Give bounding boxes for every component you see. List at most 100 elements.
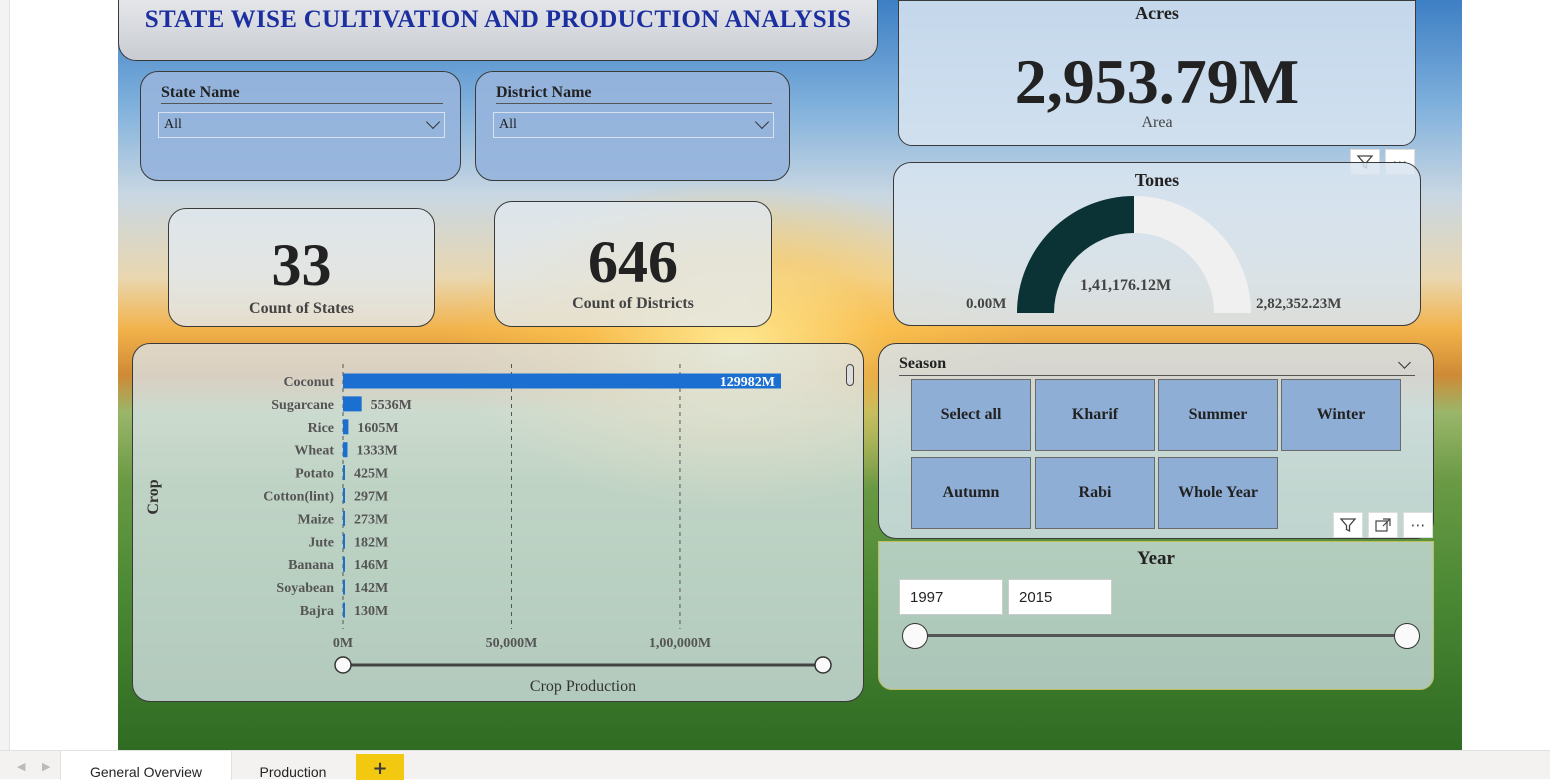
more-options-icon[interactable]: ⋯	[1403, 512, 1433, 538]
gauge-remaining-arc	[1134, 196, 1251, 313]
bar	[343, 579, 345, 595]
bar	[343, 602, 345, 618]
bar	[343, 442, 348, 458]
crop-production-chart-card: 0M 50,000M 1,00,000M Coconut 129982M Sugarcan…	[132, 343, 864, 702]
state-slicer-label: State Name	[161, 84, 443, 104]
category-label: Soyabean	[276, 581, 334, 596]
tones-gauge-card: Tones 0.00M 1,41,176.12M 2,82,352.23M	[893, 162, 1421, 326]
state-slicer: State Name All	[140, 71, 461, 181]
district-dropdown-value: All	[499, 117, 517, 132]
count-states-card: 33 Count of States	[168, 208, 435, 327]
tones-title: Tones	[1134, 170, 1180, 190]
count-districts-value: 646	[588, 229, 678, 295]
bar	[343, 396, 362, 412]
season-tile-summer[interactable]: Summer	[1158, 379, 1278, 451]
category-label: Cotton(lint)	[263, 490, 334, 505]
gauge-value-arc	[1017, 196, 1134, 313]
acres-card[interactable]: Acres 2,953.79M Area	[898, 0, 1416, 146]
chevron-down-icon	[425, 114, 441, 130]
chart-range-end-handle[interactable]	[814, 656, 832, 674]
bar	[343, 556, 345, 572]
year-end-input[interactable]: 2015	[1008, 579, 1112, 615]
season-tile-select-all[interactable]: Select all	[911, 379, 1031, 451]
district-slicer-label: District Name	[496, 84, 772, 104]
season-tile-whole-year[interactable]: Whole Year	[1158, 457, 1278, 529]
category-label: Banana	[288, 558, 334, 573]
page-tab-bar: ◀ ▶ General Overview Production +	[0, 750, 1550, 780]
focus-mode-icon[interactable]	[1368, 512, 1398, 538]
data-label: 297M	[354, 490, 388, 505]
category-label: Sugarcane	[271, 398, 334, 413]
chart-range-start-handle[interactable]	[334, 656, 352, 674]
data-label: 1333M	[356, 444, 397, 459]
year-title: Year	[1137, 548, 1175, 569]
bar	[343, 533, 345, 549]
acres-title: Acres	[1135, 3, 1179, 23]
season-tile-winter[interactable]: Winter	[1281, 379, 1401, 451]
bar	[343, 373, 781, 389]
data-label: 142M	[354, 581, 388, 596]
right-blank-area	[1462, 0, 1550, 750]
acres-caption: Area	[1141, 114, 1173, 131]
filter-icon[interactable]	[1333, 512, 1363, 538]
category-label: Wheat	[294, 444, 334, 459]
data-label: 130M	[354, 604, 388, 619]
count-districts-card: 646 Count of Districts	[494, 201, 772, 327]
season-tile-rabi[interactable]: Rabi	[1035, 457, 1155, 529]
gauge-value-label: 1,41,176.12M	[1080, 277, 1172, 294]
data-label: 146M	[354, 558, 388, 573]
bar	[343, 510, 345, 526]
category-label: Jute	[308, 535, 334, 550]
year-slider-track[interactable]	[915, 634, 1407, 637]
year-start-input[interactable]: 1997	[899, 579, 1003, 615]
gauge-min-label: 0.00M	[966, 296, 1007, 312]
bar	[343, 465, 345, 481]
tab-scroll-right-icon[interactable]: ▶	[42, 760, 51, 773]
category-label: Maize	[297, 512, 334, 527]
year-slider-end-handle[interactable]	[1394, 623, 1420, 649]
crop-production-chart[interactable]: 0M 50,000M 1,00,000M Coconut 129982M Sugarcan…	[133, 344, 863, 701]
state-dropdown-value: All	[164, 117, 182, 132]
title-banner: STATE WISE CULTIVATION AND PRODUCTION AN…	[118, 0, 878, 61]
category-label: Rice	[308, 421, 334, 436]
data-label: 425M	[354, 467, 388, 482]
state-dropdown[interactable]: All	[158, 112, 445, 138]
tab-production[interactable]: Production	[259, 764, 327, 780]
x-tick-label: 0M	[333, 636, 353, 651]
count-states-caption: Count of States	[249, 300, 354, 317]
season-tile-kharif[interactable]: Kharif	[1035, 379, 1155, 451]
category-label: Bajra	[300, 604, 334, 619]
season-tile-autumn[interactable]: Autumn	[911, 457, 1031, 529]
data-label: 182M	[354, 535, 388, 550]
season-slicer: Season Select all Kharif Summer Winter A…	[878, 343, 1434, 539]
report-canvas: STATE WISE CULTIVATION AND PRODUCTION AN…	[118, 0, 1462, 750]
chevron-down-icon	[754, 114, 770, 130]
district-slicer: District Name All	[475, 71, 790, 181]
year-slicer: Year 1997 2015	[878, 541, 1434, 690]
bar	[343, 488, 345, 503]
tab-scroll-left-icon[interactable]: ◀	[17, 760, 26, 773]
bar	[343, 419, 349, 435]
season-label: Season	[899, 355, 1415, 376]
district-dropdown[interactable]: All	[493, 112, 774, 138]
x-tick-label: 1,00,000M	[649, 636, 711, 651]
x-tick-label: 50,000M	[486, 636, 538, 651]
count-states-value: 33	[271, 232, 332, 298]
y-axis-title: Crop	[145, 479, 162, 514]
data-label: 1605M	[357, 421, 398, 436]
category-label: Potato	[295, 467, 334, 482]
data-label: 273M	[354, 512, 388, 527]
left-gutter	[0, 0, 10, 750]
report-title: STATE WISE CULTIVATION AND PRODUCTION AN…	[144, 6, 852, 33]
data-label: 129982M	[720, 375, 775, 390]
x-axis-title: Crop Production	[530, 678, 636, 695]
acres-value: 2,953.79M	[1014, 46, 1300, 117]
category-label: Coconut	[283, 375, 334, 390]
gauge-max-label: 2,82,352.23M	[1256, 296, 1342, 312]
tones-gauge	[1017, 196, 1251, 313]
chart-scrollbar[interactable]	[846, 364, 854, 386]
add-page-icon[interactable]: +	[356, 754, 404, 780]
data-label: 5536M	[371, 398, 412, 413]
tab-general-overview[interactable]: General Overview	[60, 751, 232, 780]
year-slider-start-handle[interactable]	[902, 623, 928, 649]
